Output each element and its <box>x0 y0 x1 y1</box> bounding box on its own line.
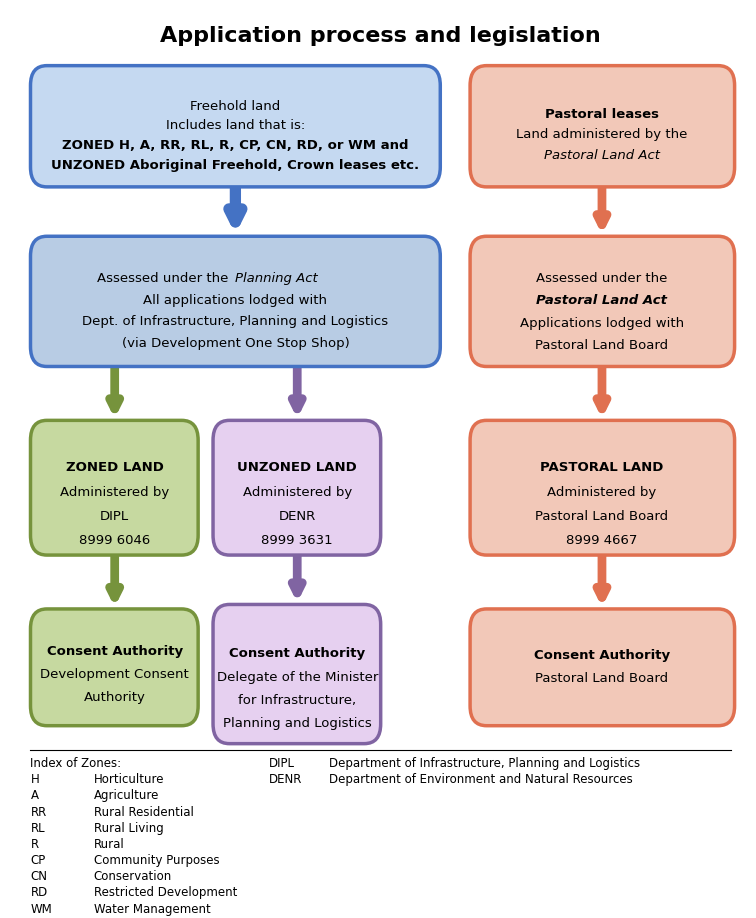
FancyBboxPatch shape <box>470 420 735 555</box>
Text: Rural Residential: Rural Residential <box>94 806 194 819</box>
FancyBboxPatch shape <box>30 420 198 555</box>
Text: Dept. of Infrastructure, Planning and Logistics: Dept. of Infrastructure, Planning and Lo… <box>82 315 389 328</box>
FancyBboxPatch shape <box>470 236 735 366</box>
Text: ZONED LAND: ZONED LAND <box>66 462 163 475</box>
Text: RL: RL <box>30 822 45 834</box>
FancyBboxPatch shape <box>30 609 198 726</box>
Text: Planning and Logistics: Planning and Logistics <box>223 717 372 731</box>
Text: Assessed under the: Assessed under the <box>97 272 235 285</box>
Text: Rural: Rural <box>94 838 125 851</box>
Text: Rural Living: Rural Living <box>94 822 163 834</box>
Text: WM: WM <box>30 902 52 915</box>
Text: Delegate of the Minister: Delegate of the Minister <box>216 671 378 684</box>
FancyBboxPatch shape <box>470 609 735 726</box>
Text: Authority: Authority <box>84 691 146 704</box>
FancyBboxPatch shape <box>213 604 381 744</box>
Text: Restricted Development: Restricted Development <box>94 887 237 900</box>
Text: Consent Authority: Consent Authority <box>229 647 365 660</box>
Text: Development Consent: Development Consent <box>40 668 189 681</box>
Text: A: A <box>30 789 39 802</box>
Text: Pastoral Land Act: Pastoral Land Act <box>544 149 660 162</box>
Text: (via Development One Stop Shop): (via Development One Stop Shop) <box>122 337 349 350</box>
Text: Planning Act: Planning Act <box>235 272 318 285</box>
Text: CP: CP <box>30 854 46 868</box>
Text: Assessed under the: Assessed under the <box>536 272 668 285</box>
Text: Water Management: Water Management <box>94 902 211 915</box>
Text: Application process and legislation: Application process and legislation <box>160 26 601 46</box>
Text: Pastoral Land Board: Pastoral Land Board <box>535 340 668 353</box>
FancyBboxPatch shape <box>470 66 735 187</box>
Text: PASTORAL LAND: PASTORAL LAND <box>541 462 664 475</box>
Text: Administered by: Administered by <box>243 486 352 498</box>
Text: UNZONED Aboriginal Freehold, Crown leases etc.: UNZONED Aboriginal Freehold, Crown lease… <box>51 159 420 172</box>
FancyBboxPatch shape <box>30 236 440 366</box>
Text: Administered by: Administered by <box>547 486 657 498</box>
Text: Pastoral Land Board: Pastoral Land Board <box>535 510 668 523</box>
Text: Freehold land: Freehold land <box>191 99 280 113</box>
Text: RR: RR <box>30 806 47 819</box>
Text: Pastoral Land Act: Pastoral Land Act <box>537 295 668 308</box>
Text: Index of Zones:: Index of Zones: <box>30 757 122 770</box>
Text: Consent Authority: Consent Authority <box>47 644 183 657</box>
Text: Pastoral leases: Pastoral leases <box>545 107 659 120</box>
Text: Department of Infrastructure, Planning and Logistics: Department of Infrastructure, Planning a… <box>329 757 640 770</box>
Text: Administered by: Administered by <box>60 486 169 498</box>
FancyBboxPatch shape <box>213 420 381 555</box>
Text: Department of Environment and Natural Resources: Department of Environment and Natural Re… <box>329 773 632 787</box>
Text: DIPL: DIPL <box>100 510 129 523</box>
Text: ZONED H, A, RR, RL, R, CP, CN, RD, or WM and: ZONED H, A, RR, RL, R, CP, CN, RD, or WM… <box>62 139 409 152</box>
Text: Consent Authority: Consent Authority <box>534 649 670 662</box>
Text: H: H <box>30 773 39 787</box>
Text: 8999 3631: 8999 3631 <box>262 534 333 547</box>
Text: Horticulture: Horticulture <box>94 773 164 787</box>
Text: DENR: DENR <box>269 773 302 787</box>
Text: DIPL: DIPL <box>269 757 295 770</box>
Text: 8999 6046: 8999 6046 <box>79 534 150 547</box>
Text: UNZONED LAND: UNZONED LAND <box>237 462 357 475</box>
Text: for Infrastructure,: for Infrastructure, <box>238 694 356 707</box>
Text: Conservation: Conservation <box>94 870 172 883</box>
Text: Community Purposes: Community Purposes <box>94 854 219 868</box>
Text: Pastoral Land Board: Pastoral Land Board <box>535 673 668 686</box>
Text: Agriculture: Agriculture <box>94 789 160 802</box>
Text: All applications lodged with: All applications lodged with <box>144 294 327 307</box>
FancyBboxPatch shape <box>30 66 440 187</box>
Text: CN: CN <box>30 870 48 883</box>
Text: Applications lodged with: Applications lodged with <box>520 317 684 330</box>
Text: Land administered by the: Land administered by the <box>516 129 688 141</box>
Text: DENR: DENR <box>279 510 316 523</box>
Text: R: R <box>30 838 39 851</box>
Text: RD: RD <box>30 887 48 900</box>
Text: Includes land that is:: Includes land that is: <box>166 119 305 132</box>
Text: 8999 4667: 8999 4667 <box>566 534 637 547</box>
